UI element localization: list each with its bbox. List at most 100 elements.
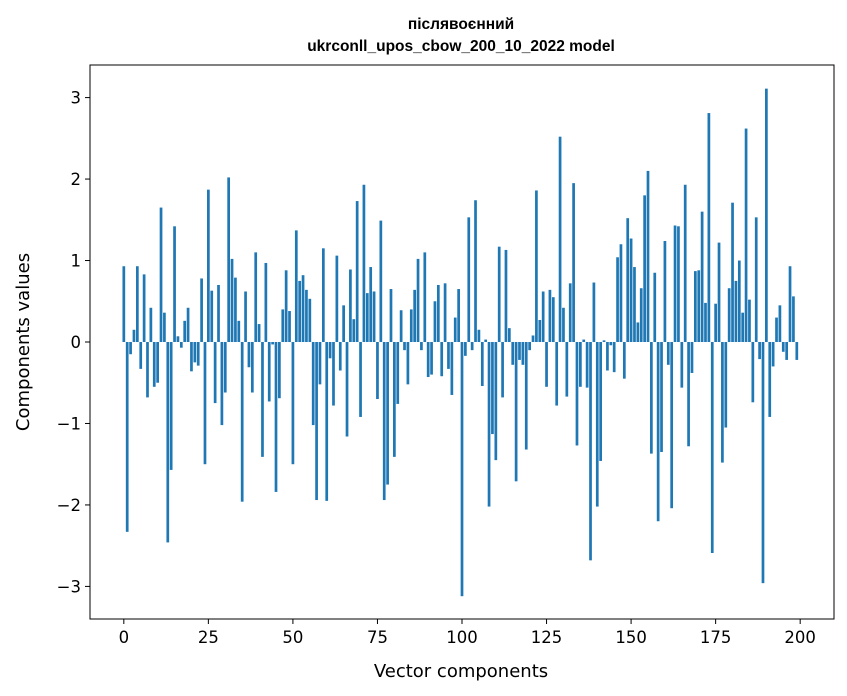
bar-component-192	[771, 342, 775, 367]
bar-component-199	[795, 342, 799, 360]
bar-component-97	[450, 342, 454, 395]
bar-component-43	[267, 342, 271, 402]
bar-component-32	[230, 258, 234, 342]
bar-component-40	[257, 324, 261, 342]
bar-component-91	[430, 342, 433, 375]
bar-component-165	[680, 342, 684, 388]
bar-component-109	[491, 342, 494, 435]
bar-component-134	[575, 342, 579, 446]
x-tick-label: 125	[531, 628, 563, 647]
y-tick-label: −3	[57, 577, 81, 596]
bar-component-31	[227, 177, 231, 342]
bar-component-172	[704, 302, 707, 342]
bar-component-50	[291, 342, 295, 465]
bar-component-194	[778, 305, 782, 342]
bar-component-24	[203, 342, 207, 465]
bar-component-9	[152, 342, 156, 387]
bar-component-26	[210, 290, 214, 342]
bar-component-145	[612, 342, 616, 373]
bar-component-77	[382, 342, 386, 501]
bar-component-73	[369, 267, 373, 342]
x-tick-label: 150	[615, 628, 647, 647]
bar-component-76	[379, 220, 383, 342]
y-axis-label: Components values	[13, 253, 34, 431]
bar-component-45	[274, 342, 278, 492]
bar-component-132	[568, 283, 572, 342]
bar-component-116	[514, 342, 518, 482]
bar-component-105	[477, 329, 481, 342]
bar-component-175	[714, 303, 717, 342]
bar-component-188	[758, 342, 761, 360]
bar-component-58	[318, 342, 322, 385]
bar-component-54	[305, 289, 308, 342]
bar-component-79	[389, 289, 393, 342]
bar-component-25	[207, 189, 210, 342]
bar-component-168	[690, 342, 694, 373]
bar-component-173	[707, 113, 711, 342]
bar-component-130	[562, 307, 565, 342]
bar-component-62	[332, 342, 335, 406]
bar-component-30	[223, 342, 227, 393]
bar-series	[122, 88, 799, 597]
bar-component-141	[599, 342, 603, 461]
bar-component-20	[190, 342, 193, 372]
bar-component-87	[416, 258, 420, 342]
bar-component-181	[734, 280, 738, 342]
bar-component-180	[731, 202, 734, 342]
bar-component-155	[646, 170, 650, 342]
bar-component-83	[403, 342, 406, 351]
bar-component-114	[507, 328, 511, 342]
bar-component-136	[582, 339, 586, 342]
y-tick-label: 2	[71, 170, 82, 189]
bar-component-7	[146, 342, 149, 398]
bar-component-17	[179, 342, 183, 348]
bar-component-166	[683, 184, 687, 342]
x-tick-label: 200	[784, 628, 816, 647]
bar-component-59	[321, 248, 325, 342]
bar-component-182	[737, 260, 741, 342]
bar-component-14	[169, 342, 173, 470]
bar-component-190	[765, 88, 768, 342]
bar-component-127	[551, 297, 555, 342]
bar-component-16	[176, 336, 180, 342]
bar-component-119	[524, 342, 528, 450]
x-tick-label: 175	[700, 628, 732, 647]
bar-component-27	[213, 342, 217, 404]
bar-component-158	[656, 342, 660, 522]
bar-component-94	[440, 342, 444, 377]
bar-component-102	[467, 217, 471, 342]
bar-component-10	[156, 342, 159, 383]
bar-component-6	[142, 274, 146, 342]
bar-component-67	[349, 269, 352, 342]
bar-component-55	[308, 298, 312, 342]
bar-component-0	[122, 266, 126, 342]
bar-component-71	[362, 184, 366, 342]
bar-component-99	[457, 289, 460, 342]
bar-component-80	[393, 342, 396, 457]
bar-component-19	[186, 307, 190, 342]
bar-component-8	[149, 307, 153, 342]
bar-component-11	[159, 207, 163, 342]
bar-component-125	[545, 342, 548, 387]
bar-component-106	[480, 342, 484, 386]
x-tick-label: 100	[446, 628, 478, 647]
bar-component-117	[518, 342, 521, 360]
bar-component-142	[602, 340, 606, 342]
bar-component-75	[376, 342, 379, 400]
bar-component-28	[217, 284, 220, 342]
bar-component-147	[619, 244, 623, 342]
bar-component-198	[792, 296, 795, 342]
bar-component-60	[325, 342, 329, 501]
chart-title-line-1: післявоєнний	[408, 16, 514, 33]
bar-component-186	[751, 342, 755, 403]
bar-component-184	[744, 128, 748, 342]
x-tick-label: 25	[198, 628, 219, 647]
bar-component-44	[271, 342, 274, 345]
bar-component-171	[700, 211, 704, 342]
bar-component-139	[592, 282, 596, 342]
bar-component-174	[710, 342, 714, 554]
bar-component-52	[298, 280, 302, 342]
bar-component-176	[717, 242, 721, 342]
bar-component-133	[572, 183, 575, 342]
bar-component-196	[785, 342, 789, 360]
